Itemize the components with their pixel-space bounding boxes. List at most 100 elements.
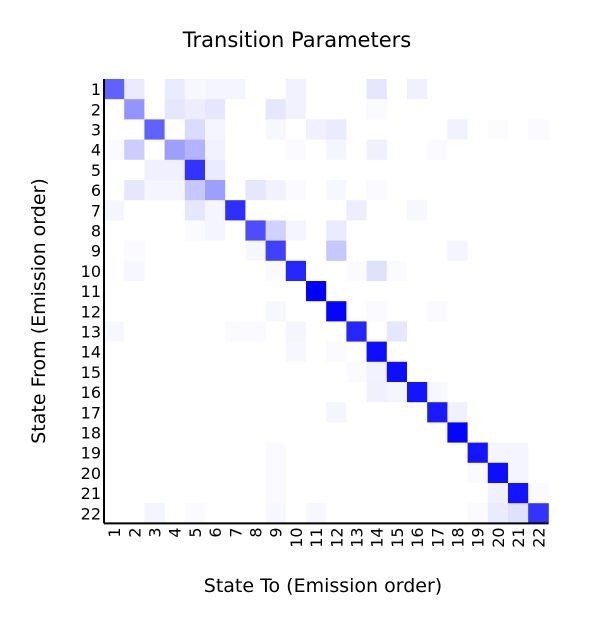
heatmap-cell-r20-c1 (104, 462, 125, 484)
heatmap-cell-r2-c19 (467, 99, 489, 120)
heatmap-cell-r10-c21 (508, 260, 529, 282)
heatmap-cell-r8-c20 (487, 220, 509, 241)
heatmap-cell-r7-c8 (245, 200, 266, 221)
heatmap-cell-r4-c2 (124, 139, 145, 161)
heatmap-cell-r4-c19 (467, 139, 489, 161)
heatmap-cell-r7-c10 (285, 200, 307, 221)
heatmap-cell-r8-c18 (447, 220, 468, 241)
heatmap-cell-r1-c12 (326, 79, 347, 100)
heatmap-cell-r15-c14 (366, 361, 388, 383)
heatmap-cell-r7-c18 (447, 200, 468, 221)
heatmap-cell-r21-c10 (285, 483, 307, 504)
heatmap-cell-r1-c6 (205, 79, 226, 100)
heatmap-cell-r6-c7 (225, 180, 246, 201)
heatmap-cell-r4-c15 (386, 139, 408, 161)
heatmap-cell-r10-c17 (427, 260, 448, 282)
heatmap-cell-r20-c19 (467, 462, 489, 484)
heatmap-cell-r2-c7 (225, 99, 246, 120)
heatmap-cell-r1-c2 (124, 79, 145, 100)
heatmap-cell-r14-c12 (326, 341, 347, 363)
heatmap-cell-r5-c14 (366, 159, 388, 181)
heatmap-cell-r16-c12 (326, 382, 347, 403)
heatmap-cell-r8-c9 (265, 220, 287, 241)
heatmap-cell-r3-c17 (427, 119, 448, 140)
heatmap-cell-r20-c13 (346, 462, 367, 484)
heatmap-cell-r17-c15 (386, 402, 408, 423)
heatmap-cell-r14-c8 (245, 341, 266, 363)
x-tick-label: 17 (428, 527, 447, 547)
heatmap-cell-r11-c21 (508, 281, 529, 302)
heatmap-cell-r11-c5 (184, 281, 206, 302)
heatmap-cell-r17-c9 (265, 402, 287, 423)
y-tick-label: 10 (81, 262, 101, 281)
heatmap-cell-r11-c20 (487, 281, 509, 302)
heatmap-cell-r1-c22 (528, 79, 549, 100)
heatmap-cell-r17-c17 (427, 402, 448, 423)
heatmap-cell-r11-c22 (528, 281, 549, 302)
heatmap-cell-r2-c10 (285, 99, 307, 120)
heatmap-cell-r3-c13 (346, 119, 367, 140)
heatmap-cell-r12-c2 (124, 301, 145, 322)
heatmap-cell-r5-c20 (487, 159, 509, 181)
y-tick-label: 18 (81, 424, 101, 443)
heatmap-cell-r9-c11 (306, 240, 327, 262)
heatmap-cell-r1-c18 (447, 79, 468, 100)
heatmap-cell-r7-c2 (124, 200, 145, 221)
heatmap-cell-r16-c9 (265, 382, 287, 403)
heatmap-cell-r12-c15 (386, 301, 408, 322)
heatmap-cells (104, 79, 549, 524)
heatmap-cell-r6-c10 (285, 180, 307, 201)
heatmap-cell-r15-c20 (487, 361, 509, 383)
heatmap-cell-r12-c1 (104, 301, 125, 322)
heatmap-cell-r16-c20 (487, 382, 509, 403)
heatmap-cell-r5-c5 (184, 159, 206, 181)
heatmap-cell-r1-c8 (245, 79, 266, 100)
heatmap-cell-r12-c17 (427, 301, 448, 322)
heatmap-cell-r4-c1 (104, 139, 125, 161)
heatmap-cell-r20-c12 (326, 462, 347, 484)
heatmap-cell-r5-c3 (144, 159, 165, 181)
heatmap-cell-r4-c6 (205, 139, 226, 161)
heatmap-cell-r9-c12 (326, 240, 347, 262)
heatmap-cell-r2-c3 (144, 99, 165, 120)
heatmap-cell-r2-c6 (205, 99, 226, 120)
heatmap-cell-r11-c18 (447, 281, 468, 302)
heatmap-cell-r11-c9 (265, 281, 287, 302)
heatmap-cell-r14-c3 (144, 341, 165, 363)
heatmap-cell-r19-c14 (366, 442, 388, 464)
heatmap-cell-r17-c4 (164, 402, 186, 423)
y-tick-label: 8 (91, 222, 101, 241)
heatmap-cell-r21-c22 (528, 483, 549, 504)
heatmap-cell-r10-c1 (104, 260, 125, 282)
heatmap-cell-r22-c11 (306, 503, 327, 524)
heatmap-cell-r18-c6 (205, 422, 226, 443)
heatmap-cell-r7-c19 (467, 200, 489, 221)
heatmap-cell-r3-c11 (306, 119, 327, 140)
heatmap-cell-r8-c17 (427, 220, 448, 241)
heatmap-cell-r1-c7 (225, 79, 246, 100)
heatmap-cell-r15-c12 (326, 361, 347, 383)
heatmap-cell-r22-c9 (265, 503, 287, 524)
heatmap-cell-r9-c6 (205, 240, 226, 262)
heatmap-cell-r20-c21 (508, 462, 529, 484)
heatmap-cell-r17-c1 (104, 402, 125, 423)
heatmap-cell-r4-c22 (528, 139, 549, 161)
heatmap-cell-r1-c1 (104, 79, 125, 100)
y-tick-label: 5 (91, 161, 101, 180)
heatmap-cell-r15-c2 (124, 361, 145, 383)
heatmap-cell-r20-c17 (427, 462, 448, 484)
heatmap-cell-r2-c16 (407, 99, 428, 120)
heatmap-cell-r12-c16 (407, 301, 428, 322)
heatmap-cell-r19-c3 (144, 442, 165, 464)
x-tick-label: 16 (408, 527, 427, 547)
heatmap-cell-r22-c19 (467, 503, 489, 524)
x-tick-label: 6 (206, 527, 225, 537)
heatmap-cell-r4-c17 (427, 139, 448, 161)
heatmap-cell-r22-c17 (427, 503, 448, 524)
y-tick-label: 9 (91, 242, 101, 261)
heatmap-cell-r9-c16 (407, 240, 428, 262)
heatmap-cell-r16-c5 (184, 382, 206, 403)
heatmap-cell-r15-c6 (205, 361, 226, 383)
heatmap-cell-r3-c5 (184, 119, 206, 140)
heatmap-cell-r1-c9 (265, 79, 287, 100)
